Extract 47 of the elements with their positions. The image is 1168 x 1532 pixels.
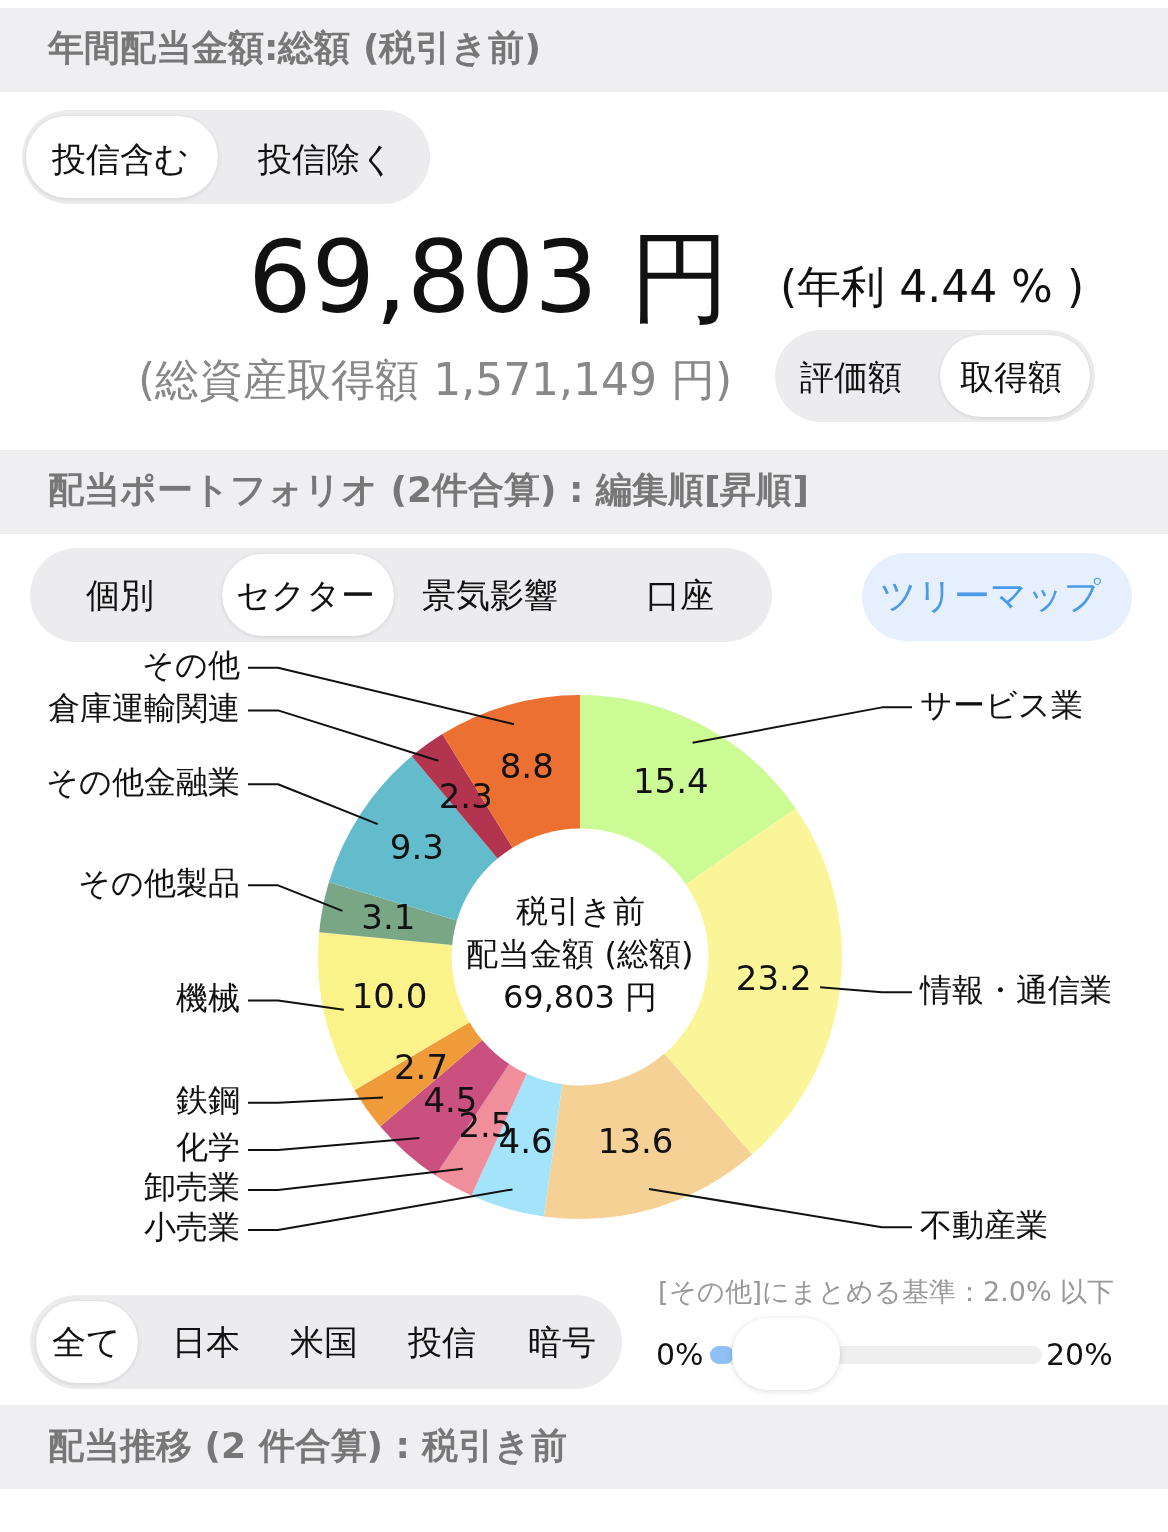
text: 20%	[1046, 1337, 1113, 1372]
data-label: 8.8	[499, 746, 554, 787]
text: 全て	[52, 1322, 121, 1362]
text: 配当金額 (総額)	[466, 935, 694, 974]
data-label: 10.0	[351, 976, 428, 1017]
text: 69,803 円	[248, 219, 730, 336]
text: 米国	[290, 1322, 358, 1362]
text: 取得額	[960, 357, 1062, 397]
slice-label: 不動産業	[920, 1205, 1048, 1244]
text: 69,803 円	[502, 978, 658, 1017]
slice-label: サービス業	[920, 685, 1083, 724]
text: 年間配当金額:総額 (税引き前)	[48, 27, 541, 68]
data-label: 3.1	[361, 896, 416, 937]
text: 投信	[408, 1322, 476, 1362]
slice-label: その他金融業	[46, 762, 240, 801]
text: ツリーマップ	[880, 575, 1101, 616]
slice-label: 小売業	[144, 1208, 240, 1247]
slice-label: 鉄鋼	[176, 1080, 240, 1119]
text: 暗号	[528, 1322, 596, 1362]
text: (総資産取得額 1,571,149 円)	[138, 354, 733, 405]
text: 配当推移 (2 件合算) : 税引き前	[48, 1425, 568, 1466]
data-label: 23.2	[735, 958, 812, 999]
text: 投信除く	[258, 139, 395, 179]
text: 税引き前	[515, 892, 645, 931]
text: セクター	[236, 575, 375, 615]
slice-label: 卸売業	[144, 1168, 240, 1207]
text: 0%	[656, 1337, 704, 1372]
text: 投信含む	[52, 139, 189, 179]
data-label: 13.6	[597, 1120, 674, 1161]
data-label: 15.4	[632, 761, 709, 802]
slice-label: その他	[142, 646, 240, 685]
text: 景気影響	[422, 575, 558, 615]
slice-label: 情報・通信業	[919, 970, 1112, 1009]
text: 評価額	[800, 357, 902, 397]
slice-label: 機械	[176, 978, 240, 1017]
slice-label: その他製品	[78, 863, 240, 902]
slice-label: 倉庫運輸関連	[48, 688, 240, 727]
data-label: 9.3	[389, 826, 444, 867]
data-label: 2.7	[393, 1047, 449, 1088]
text: 日本	[172, 1322, 240, 1362]
chart-title: 配当ポートフォリオ (2件合算) : 編集順[昇順]	[48, 469, 809, 510]
slice-label: 化学	[176, 1128, 240, 1167]
text: 個別	[86, 575, 154, 615]
text: 口座	[646, 575, 714, 615]
text: [その他]にまとめる基準：2.0% 以下	[658, 1276, 1115, 1307]
data-label: 2.3	[438, 775, 493, 816]
text: (年利 4.44 % )	[780, 261, 1085, 312]
